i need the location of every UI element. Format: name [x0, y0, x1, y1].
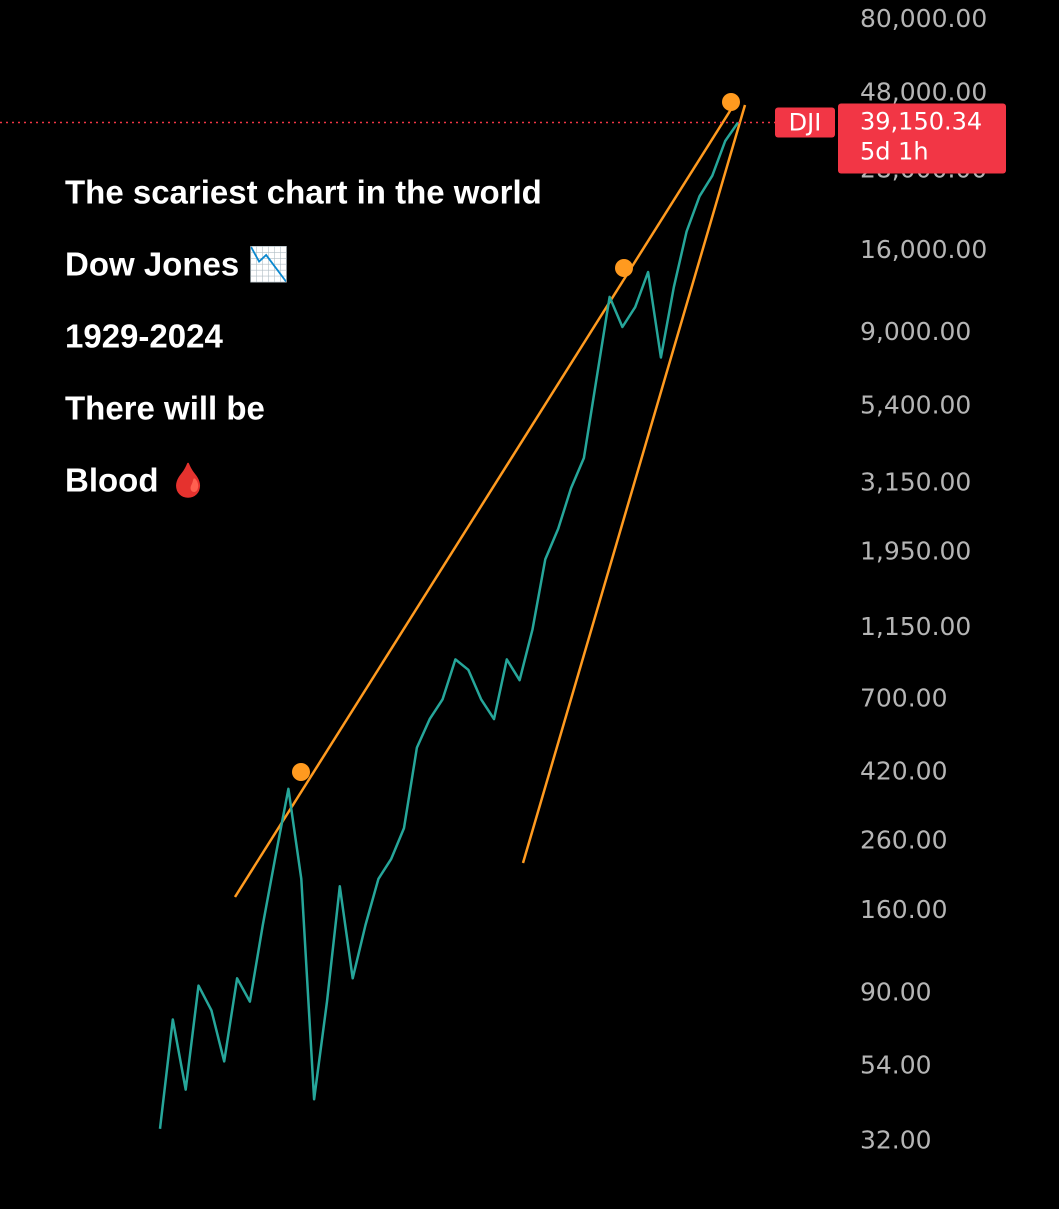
- annotation: 1929-2024: [65, 318, 223, 355]
- y-tick-label: 1,150.00: [860, 612, 971, 641]
- pivot-dots: [292, 93, 740, 781]
- y-tick-label: 700.00: [860, 683, 947, 712]
- countdown-label: 5d 1h: [860, 137, 929, 165]
- y-tick-label: 3,150.00: [860, 468, 971, 497]
- annotation: There will be: [65, 390, 265, 427]
- y-tick-label: 54.00: [860, 1051, 932, 1080]
- pivot-dot: [722, 93, 740, 111]
- y-tick-label: 32.00: [860, 1126, 932, 1155]
- y-tick-label: 260.00: [860, 825, 947, 854]
- annotation: Blood 🩸: [65, 462, 209, 500]
- trend-line: [521, 104, 747, 864]
- price-line: [158, 121, 740, 1129]
- pivot-dot: [292, 763, 310, 781]
- annotation: Dow Jones 📉: [65, 246, 289, 284]
- y-tick-label: 48,000.00: [860, 77, 987, 106]
- symbol-box: [775, 107, 835, 138]
- y-tick-label: 1,950.00: [860, 536, 971, 565]
- trend-lines: [233, 102, 747, 898]
- annotation: The scariest chart in the world: [65, 174, 542, 211]
- y-tick-label: 16,000.00: [860, 235, 987, 264]
- y-tick-label: 90.00: [860, 977, 932, 1006]
- trend-line: [233, 102, 737, 898]
- price-label: 39,150.34: [860, 107, 982, 135]
- pivot-dot: [615, 259, 633, 277]
- y-tick-label: 160.00: [860, 895, 947, 924]
- symbol-label: DJI: [789, 108, 822, 136]
- y-tick-label: 5,400.00: [860, 390, 971, 419]
- price-box: [838, 103, 1006, 174]
- y-tick-label: 420.00: [860, 757, 947, 786]
- y-tick-label: 80,000.00: [860, 4, 987, 33]
- y-tick-label: 9,000.00: [860, 317, 971, 346]
